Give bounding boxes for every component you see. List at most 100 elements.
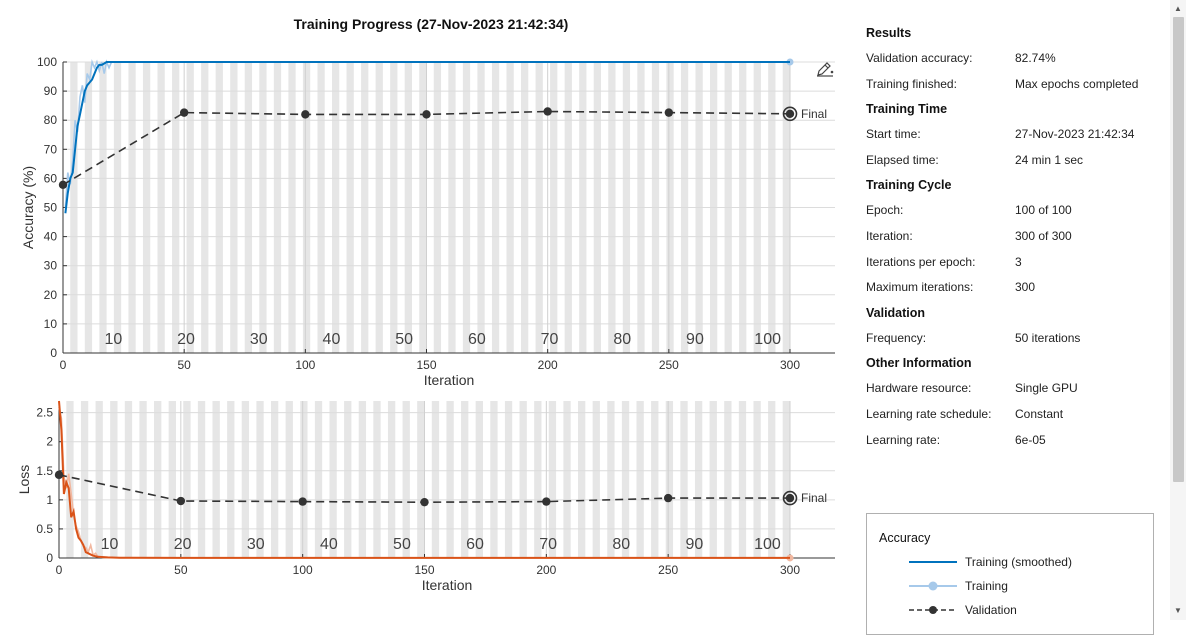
x-tick-label: 250 — [658, 563, 678, 577]
training-time-title: Training Time — [866, 102, 948, 117]
validation-point — [298, 497, 307, 506]
y-tick-label: 40 — [44, 230, 58, 244]
epoch-band — [212, 401, 220, 558]
epoch-label: 30 — [247, 536, 265, 553]
epoch-band — [490, 401, 498, 558]
epoch-band — [197, 401, 206, 558]
edit-icon[interactable] — [815, 60, 835, 78]
epoch-band — [227, 401, 235, 558]
info-row: Elapsed time: 24 min 1 sec — [866, 151, 1166, 177]
final-label: Final — [801, 491, 827, 505]
accuracy-chart: 10 20 30 40 50 60 70 80 90 100 0 50 100 150 200 250 300 0… — [20, 55, 835, 388]
epoch-label: 80 — [612, 536, 630, 553]
validation-point — [54, 470, 64, 480]
info-key: Iterations per epoch: — [866, 254, 976, 269]
scroll-up-icon[interactable]: ▲ — [1174, 4, 1182, 13]
info-key: Validation accuracy: — [866, 51, 973, 65]
x-tick-label: 200 — [538, 358, 558, 372]
info-row: Iteration: 300 of 300 — [866, 227, 1166, 253]
legend-item-training-smoothed: Training (smoothed) — [907, 554, 1072, 570]
info-key: Learning rate schedule: — [866, 406, 992, 421]
epoch-band — [417, 401, 425, 558]
info-value: 300 of 300 — [1015, 228, 1072, 243]
x-tick-label: 150 — [416, 358, 436, 372]
info-row: Validation accuracy: 82.74% — [866, 49, 1166, 75]
epoch-band — [446, 401, 454, 558]
epoch-band — [183, 401, 191, 558]
info-row: Start time: 27-Nov-2023 21:42:34 — [866, 125, 1166, 151]
series-training-smoothed — [58, 400, 790, 559]
epoch-band — [651, 401, 659, 558]
y-tick-label: 80 — [44, 113, 58, 127]
info-value: 24 min 1 sec — [1015, 152, 1084, 167]
y-tick-label: 2 — [46, 435, 53, 449]
epoch-label: 70 — [541, 331, 559, 348]
epoch-band — [665, 401, 674, 558]
info-value: 82.74% — [1015, 51, 1056, 65]
epoch-band — [709, 401, 717, 558]
epoch-label: 40 — [323, 331, 341, 348]
epoch-band — [241, 401, 250, 558]
epoch-band — [782, 401, 790, 558]
x-tick-label: 50 — [177, 358, 191, 372]
y-tick-label: 0 — [50, 346, 57, 360]
chart-title: Training Progress (27-Nov-2023 21:42:34) — [293, 16, 569, 32]
x-tick-label: 0 — [60, 358, 67, 372]
y-tick-label: 50 — [44, 201, 58, 215]
epoch-band — [300, 401, 308, 558]
scrollbar[interactable]: ▲ ▼ — [1170, 0, 1186, 620]
info-value: Constant — [1015, 406, 1064, 421]
x-tick-label: 300 — [780, 563, 800, 577]
epoch-band — [738, 401, 747, 558]
epoch-label: 40 — [320, 536, 338, 553]
info-key: Maximum iterations: — [866, 280, 974, 295]
info-row: Training finished: Max epochs completed — [866, 75, 1166, 101]
info-panel: Results Validation accuracy: 82.74% Train… — [866, 24, 1166, 456]
epoch-label: 20 — [174, 536, 192, 553]
y-tick-label: 1.5 — [36, 464, 53, 478]
epoch-band — [519, 401, 527, 558]
epoch-band — [387, 401, 396, 558]
legend-item-validation: Validation — [907, 602, 1017, 618]
info-value: Max epochs completed — [1015, 76, 1139, 91]
dashed-line-with-dot-icon — [909, 606, 957, 614]
epoch-label: 100 — [754, 331, 781, 348]
y-tick-label: 30 — [44, 259, 58, 273]
scroll-thumb[interactable] — [1173, 17, 1184, 482]
info-value: 27-Nov-2023 21:42:34 — [1015, 127, 1135, 142]
x-tick-label: 300 — [780, 358, 800, 372]
x-tick-label: 0 — [56, 563, 63, 577]
legend: Accuracy Training (smoothed) Training Va… — [866, 513, 1154, 635]
epoch-band — [680, 401, 688, 558]
info-key: Learning rate: — [866, 432, 941, 447]
scroll-down-icon[interactable]: ▼ — [1174, 606, 1182, 615]
y-tick-label: 20 — [44, 288, 58, 302]
info-key: Epoch: — [866, 203, 904, 218]
epoch-label: 100 — [754, 536, 781, 553]
epoch-band — [95, 401, 103, 558]
info-key: Elapsed time: — [866, 152, 939, 167]
validation-point — [663, 493, 673, 503]
validation-point — [301, 110, 310, 119]
line-with-circle-icon — [909, 581, 957, 591]
other-information-title: Other Information — [866, 356, 972, 371]
epoch-band — [402, 401, 410, 558]
epoch-label: 90 — [685, 536, 703, 553]
y-tick-label: 90 — [44, 84, 58, 98]
solid-line-icon — [909, 561, 957, 563]
info-value: 100 of 100 — [1015, 203, 1072, 218]
epoch-band — [461, 401, 469, 558]
epoch-label: 30 — [250, 331, 268, 348]
series-training-smoothed — [64, 61, 790, 214]
epoch-band — [636, 401, 644, 558]
epoch-band — [270, 401, 279, 558]
info-row: Frequency: 50 iterations — [866, 329, 1166, 355]
epoch-label: 80 — [613, 331, 631, 348]
epoch-band — [154, 401, 162, 558]
x-tick-label: 50 — [174, 563, 188, 577]
validation-point — [179, 108, 189, 117]
epoch-band — [110, 401, 118, 558]
x-axis-label: Iteration — [424, 372, 475, 388]
epoch-band — [139, 401, 147, 558]
y-axis-label: Accuracy (%) — [20, 166, 36, 249]
